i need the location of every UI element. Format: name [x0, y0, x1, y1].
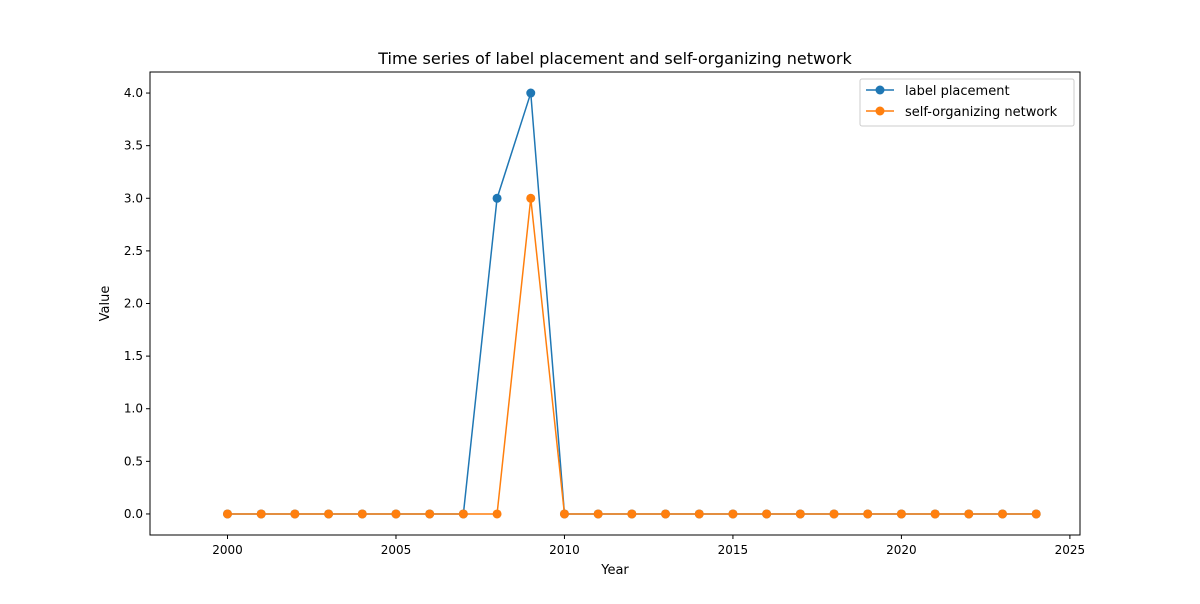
data-point [930, 509, 940, 519]
data-point [391, 509, 401, 519]
x-tick-label: 2000 [212, 543, 243, 557]
data-point [762, 509, 772, 519]
y-tick-label: 0.0 [124, 507, 143, 521]
data-point [829, 509, 839, 519]
data-point [324, 509, 334, 519]
legend-entry: label placement [866, 84, 1010, 99]
y-tick-label: 2.5 [124, 244, 143, 258]
x-tick-label: 2020 [886, 543, 917, 557]
data-point [290, 509, 300, 519]
x-tick-label: 2015 [718, 543, 749, 557]
data-point [593, 509, 603, 519]
data-point [357, 509, 367, 519]
y-tick-label: 0.5 [124, 454, 143, 468]
data-point [425, 509, 435, 519]
data-point [256, 509, 266, 519]
x-axis-label: Year [600, 563, 629, 578]
x-tick-label: 2025 [1055, 543, 1086, 557]
y-axis-label: Value [98, 286, 113, 322]
data-point [694, 509, 704, 519]
y-tick-label: 3.0 [124, 191, 143, 205]
data-point [661, 509, 671, 519]
data-point [998, 509, 1007, 519]
legend-label: label placement [905, 84, 1010, 99]
y-tick-label: 1.5 [124, 349, 143, 363]
data-point [559, 509, 569, 519]
data-point [223, 509, 232, 519]
data-point [863, 509, 873, 519]
data-point [492, 193, 502, 203]
data-point [526, 88, 536, 98]
data-point [1031, 509, 1041, 519]
legend-label: self-organizing network [905, 105, 1058, 120]
data-point [795, 509, 805, 519]
data-point [728, 509, 738, 519]
series-group [223, 88, 1041, 519]
x-axis-ticks: 2000 2005 2010 2015 2020 2025 [212, 535, 1085, 557]
chart-title: Time series of label placement and self-… [377, 49, 852, 68]
data-point [492, 509, 502, 519]
y-tick-label: 3.5 [124, 139, 143, 153]
data-point [627, 509, 637, 519]
y-axis-ticks: 0.0 0.5 1.0 1.5 2.0 2.5 3.0 3.5 4.0 [124, 86, 150, 521]
legend-box [859, 78, 1075, 127]
series-2 [223, 193, 1041, 519]
y-tick-label: 1.0 [124, 402, 143, 416]
y-tick-label: 4.0 [124, 86, 143, 100]
legend-marker [875, 85, 885, 95]
data-point [964, 509, 974, 519]
data-point [526, 193, 536, 203]
legend-entry: self-organizing network [866, 105, 1058, 120]
data-point [458, 509, 468, 519]
x-tick-label: 2010 [549, 543, 580, 557]
legend-marker [875, 106, 885, 116]
x-tick-label: 2005 [381, 543, 412, 557]
data-point [896, 509, 906, 519]
y-tick-label: 2.0 [124, 297, 143, 311]
legend: label placement self-organizing network [859, 78, 1075, 127]
